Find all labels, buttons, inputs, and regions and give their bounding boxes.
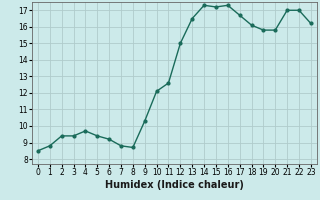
X-axis label: Humidex (Indice chaleur): Humidex (Indice chaleur) <box>105 180 244 190</box>
